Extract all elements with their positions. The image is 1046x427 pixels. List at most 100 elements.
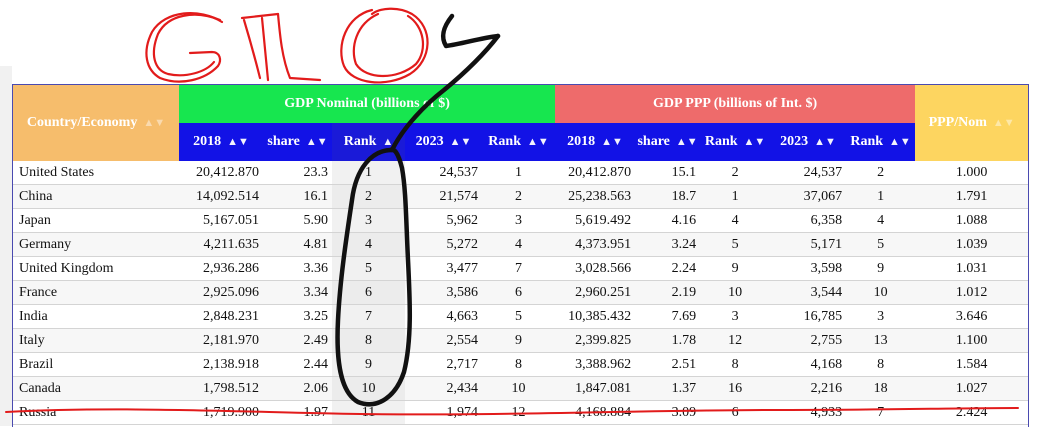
ppp-share-cell: 3.09 [635,400,701,425]
ppp-rank-2023-cell: 13 [846,328,916,353]
sort-icon: ▲▼ [601,136,623,148]
header-ppp-2018[interactable]: 2018 ▲▼ [555,123,636,161]
handwritten-0-stroke [352,12,425,77]
nominal-rank-2023-cell: 12 [482,400,556,425]
nominal-rank-2023-cell: 1 [482,161,556,185]
nominal-2023-cell: 2,434 [405,376,482,401]
handwritten-1-stroke [240,12,280,82]
ppp-2023-cell: 4,168 [770,352,847,377]
ppp-nom-cell: 1.100 [915,328,1029,353]
ppp-rank-2018-cell: 9 [700,256,771,281]
ppp-rank-2023-cell: 1 [846,184,916,209]
table-row: India 2,848.231 3.25 7 4,663 5 10,385.432 7.69 3… [13,304,1029,329]
ppp-2018-cell: 5,619.492 [555,208,636,233]
sort-icon: ▲▼ [227,136,249,148]
nominal-share-cell: 3.36 [263,256,332,281]
nominal-2018-cell: 4,211.635 [179,232,263,257]
nominal-share-cell: 2.06 [263,376,332,401]
sort-icon: ▲▼ [743,136,766,148]
nominal-rank-2018-cell: 9 [332,352,405,377]
header-nominal-2023[interactable]: 2023 ▲▼ [405,123,482,161]
nominal-rank-2023-cell: 6 [482,280,556,305]
table-row: Canada 1,798.512 2.06 10 2,434 10 1,847.081 1.3… [13,376,1029,401]
table-row: France 2,925.096 3.34 6 3,586 6 2,960.251 2.19 1… [13,280,1029,305]
header-nominal-rank-2018[interactable]: Rank ▲ [332,123,405,161]
ppp-nom-cell: 1.039 [915,232,1029,257]
nominal-2018-cell: 2,181.970 [179,328,263,353]
sort-icon: ▲▼ [526,136,549,148]
ppp-nom-cell: 2.424 [915,400,1029,425]
nominal-2018-cell: 14,092.514 [179,184,263,209]
nominal-share-cell: 2.44 [263,352,332,377]
nominal-rank-2023-cell: 10 [482,376,556,401]
header-nominal-share[interactable]: share ▲▼ [263,123,332,161]
ppp-share-cell: 2.19 [635,280,701,305]
header-nominal-2018[interactable]: 2018 ▲▼ [179,123,263,161]
table-row: United Kingdom 2,936.286 3.36 5 3,477 7 3,028.… [13,256,1029,281]
ppp-rank-2018-cell: 4 [700,208,771,233]
nominal-2023-cell: 3,586 [405,280,482,305]
ppp-rank-2023-cell: 4 [846,208,916,233]
header-country[interactable]: Country/Economy ▲▼ [13,85,179,161]
nominal-2018-cell: 2,848.231 [179,304,263,329]
nominal-2018-cell: 2,925.096 [179,280,263,305]
ppp-rank-2018-cell: 2 [700,161,771,185]
nominal-2023-cell: 5,962 [405,208,482,233]
ppp-2023-cell: 6,358 [770,208,847,233]
header-ppp-share[interactable]: share ▲▼ [635,123,701,161]
sort-icon: ▲▼ [889,136,911,148]
arrow-head-icon [440,13,501,49]
country-cell: Brazil [13,352,179,377]
ppp-share-cell: 7.69 [635,304,701,329]
ppp-2023-cell: 5,171 [770,232,847,257]
nominal-rank-2023-cell: 3 [482,208,556,233]
nominal-2023-cell: 24,537 [405,161,482,185]
country-cell: Canada [13,376,179,401]
ppp-rank-2023-cell: 18 [846,376,916,401]
ppp-2023-cell: 16,785 [770,304,847,329]
ppp-nom-cell: 1.791 [915,184,1029,209]
ppp-rank-2018-cell: 3 [700,304,771,329]
sort-icon: ▲▼ [143,117,166,129]
header-gdp-ppp: GDP PPP (billions of Int. $) [555,85,916,123]
nominal-2018-cell: 2,138.918 [179,352,263,377]
ppp-2018-cell: 25,238.563 [555,184,636,209]
ppp-share-cell: 15.1 [635,161,701,185]
country-cell: Japan [13,208,179,233]
ppp-2018-cell: 3,028.566 [555,256,636,281]
nominal-rank-2018-cell: 7 [332,304,405,329]
sort-icon: ▲▼ [449,136,472,148]
header-ppp-rank-2018[interactable]: Rank ▲▼ [700,123,771,161]
header-ppp-nom[interactable]: PPP/Nom ▲▼ [915,85,1029,161]
handwritten-1-stroke [276,12,322,82]
ppp-2023-cell: 2,755 [770,328,847,353]
nominal-2018-cell: 2,936.286 [179,256,263,281]
nominal-rank-2018-cell: 10 [332,376,405,401]
nominal-rank-2023-cell: 8 [482,352,556,377]
gdp-table: Country/Economy ▲▼ GDP Nominal (billions … [12,84,1029,427]
ppp-2023-cell: 4,933 [770,400,847,425]
nominal-share-cell: 5.90 [263,208,332,233]
ppp-rank-2018-cell: 10 [700,280,771,305]
header-nominal-rank-2023[interactable]: Rank ▲▼ [482,123,556,161]
table-row: Japan 5,167.051 5.90 3 5,962 3 5,619.492 4.16 4 6… [13,208,1029,233]
sort-icon: ▲▼ [675,136,698,148]
ppp-rank-2023-cell: 5 [846,232,916,257]
ppp-rank-2023-cell: 8 [846,352,916,377]
nominal-rank-2018-cell: 11 [332,400,405,425]
table-row: Germany 4,211.635 4.81 4 5,272 4 4,373.951 3.24… [13,232,1029,257]
nominal-rank-2018-cell: 3 [332,208,405,233]
ppp-2023-cell: 2,216 [770,376,847,401]
ppp-share-cell: 1.37 [635,376,701,401]
header-ppp-rank-2023[interactable]: Rank ▲▼ [846,123,916,161]
ppp-share-cell: 1.78 [635,328,701,353]
nominal-2018-cell: 1,719.900 [179,400,263,425]
ppp-nom-cell: 1.027 [915,376,1029,401]
ppp-share-cell: 2.24 [635,256,701,281]
header-ppp-2023[interactable]: 2023 ▲▼ [770,123,847,161]
ppp-nom-cell: 3.646 [915,304,1029,329]
page-margin [0,66,12,426]
nominal-rank-2023-cell: 4 [482,232,556,257]
ppp-rank-2018-cell: 16 [700,376,771,401]
